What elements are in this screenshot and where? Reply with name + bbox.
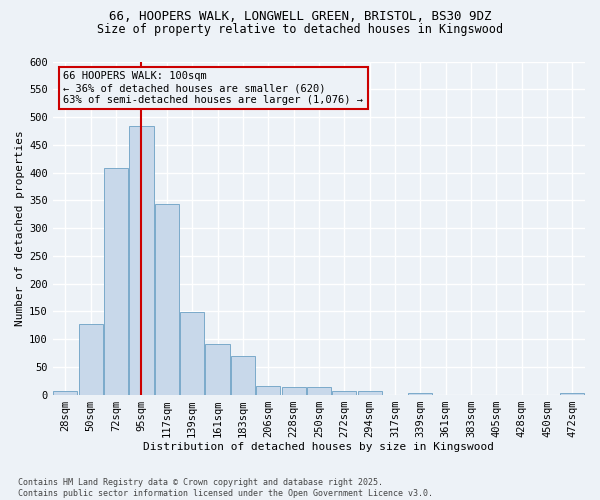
Text: Size of property relative to detached houses in Kingswood: Size of property relative to detached ho…	[97, 22, 503, 36]
Bar	[205, 344, 230, 395]
X-axis label: Distribution of detached houses by size in Kingswood: Distribution of detached houses by size …	[143, 442, 494, 452]
Y-axis label: Number of detached properties: Number of detached properties	[15, 130, 25, 326]
Bar	[130, 126, 154, 394]
Bar	[560, 393, 584, 394]
Bar	[332, 390, 356, 394]
Bar	[408, 393, 433, 394]
Bar	[79, 324, 103, 394]
Text: 66 HOOPERS WALK: 100sqm
← 36% of detached houses are smaller (620)
63% of semi-d: 66 HOOPERS WALK: 100sqm ← 36% of detache…	[64, 72, 364, 104]
Bar	[358, 392, 382, 394]
Bar	[256, 386, 280, 394]
Bar	[180, 312, 204, 394]
Bar	[155, 204, 179, 394]
Bar	[281, 387, 305, 394]
Bar	[307, 388, 331, 394]
Bar	[53, 390, 77, 394]
Text: 66, HOOPERS WALK, LONGWELL GREEN, BRISTOL, BS30 9DZ: 66, HOOPERS WALK, LONGWELL GREEN, BRISTO…	[109, 10, 491, 23]
Bar	[231, 356, 255, 395]
Bar	[104, 168, 128, 394]
Text: Contains HM Land Registry data © Crown copyright and database right 2025.
Contai: Contains HM Land Registry data © Crown c…	[18, 478, 433, 498]
